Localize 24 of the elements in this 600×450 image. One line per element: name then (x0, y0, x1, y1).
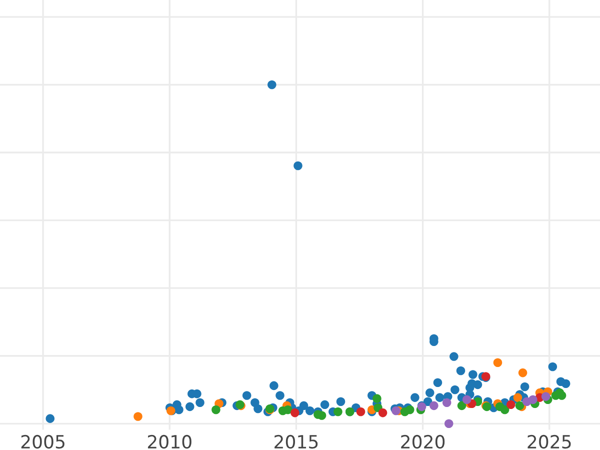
point (457, 401, 466, 410)
point (134, 412, 142, 421)
x-tick-label: 2010 (148, 434, 192, 449)
point (518, 368, 528, 378)
point (541, 392, 550, 401)
x-tick-label: 2005 (21, 434, 64, 449)
point (506, 400, 516, 410)
point (212, 405, 220, 414)
point (378, 408, 388, 418)
point (444, 419, 454, 428)
point (372, 394, 382, 403)
point (528, 395, 538, 404)
point (356, 407, 366, 416)
x-tick-label: 2025 (528, 434, 571, 449)
point (462, 395, 472, 404)
point (500, 405, 510, 414)
point (430, 401, 438, 410)
x-tick-label: 2015 (274, 434, 318, 449)
point (290, 408, 300, 418)
x-tick-label: 2020 (401, 434, 445, 449)
point (493, 358, 502, 368)
point (334, 407, 342, 416)
point (513, 393, 522, 402)
point (442, 398, 452, 408)
